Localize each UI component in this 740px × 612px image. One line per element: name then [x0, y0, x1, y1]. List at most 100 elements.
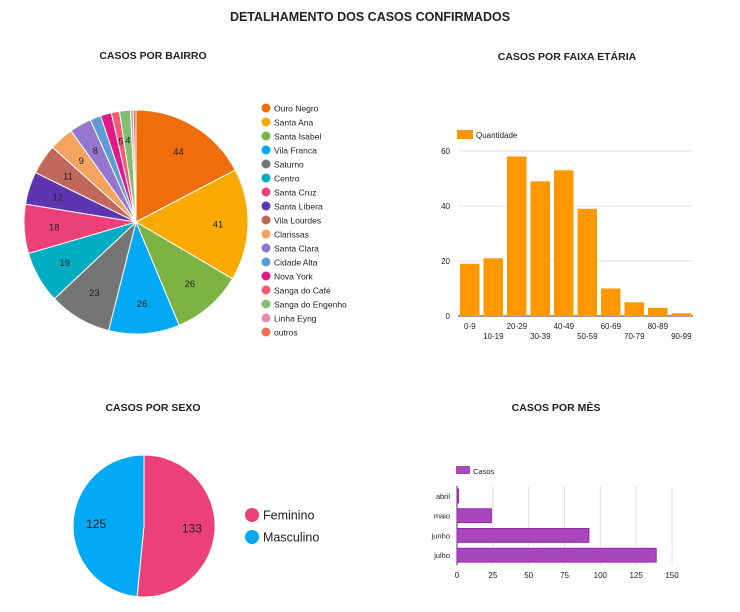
y-tick-label: maio [434, 512, 450, 521]
bairro-data-label: 5 [118, 137, 123, 148]
bairro-data-label: 23 [89, 288, 100, 299]
legend-marker [261, 327, 271, 337]
bar [456, 488, 459, 504]
x-tick-label: 40-49 [554, 322, 575, 331]
bairro-slice [107, 220, 180, 335]
x-tick-label: 50 [524, 571, 533, 580]
y-tick-label: junho [431, 531, 450, 540]
bairro-data-label: 9 [79, 156, 84, 167]
legend-marker [261, 299, 271, 309]
bar [648, 307, 668, 317]
legend-label: Casos [473, 467, 495, 476]
legend-item: Feminino [263, 509, 314, 523]
y-tick-label: 0 [446, 312, 451, 321]
bairro-slice [134, 220, 234, 326]
bar [624, 302, 644, 317]
legend-item: Nova York [274, 272, 313, 282]
y-tick-label: 60 [441, 147, 450, 156]
legend-marker [261, 271, 271, 281]
bairro-data-label: 18 [49, 222, 60, 233]
x-tick-label: 150 [665, 571, 679, 580]
legend-item: Saturno [274, 160, 304, 170]
legend-item: Centro [274, 174, 300, 184]
bar [671, 313, 691, 317]
legend-marker [261, 117, 271, 127]
sexo-slice [136, 454, 216, 598]
y-tick-label: julho [433, 551, 450, 560]
legend-item: Linha Eyng [274, 314, 317, 324]
bairro-slice [135, 109, 236, 223]
y-tick-label: abril [436, 492, 451, 501]
x-tick-label: 100 [594, 571, 608, 580]
legend-item: Ouro Negro [274, 104, 319, 114]
bairro-slice [132, 109, 137, 223]
legend-item: Clarissas [274, 230, 309, 240]
legend-label: Quantidade [476, 131, 518, 140]
bairro-data-label: 11 [63, 172, 73, 183]
bar [456, 547, 657, 563]
legend-marker [261, 145, 271, 155]
chart-title-faixa-etaria: CASOS POR FAIXA ETÁRIA [498, 50, 637, 63]
legend-marker [261, 131, 271, 141]
legend-item: Cidade Alta [274, 258, 318, 268]
bar [507, 156, 527, 316]
x-tick-label: 20-29 [507, 322, 528, 331]
legend-marker [261, 201, 271, 211]
chart-title-sexo: CASOS POR SEXO [105, 402, 200, 414]
legend-marker [261, 313, 271, 323]
bar [456, 528, 590, 543]
bar [601, 288, 621, 316]
bairro-data-label: 4 [125, 136, 130, 147]
x-tick-label: 0-9 [464, 322, 476, 331]
sexo-data-label: 133 [182, 522, 202, 536]
legend-marker [261, 187, 271, 197]
x-tick-label: 90-99 [671, 332, 692, 341]
legend-marker [261, 229, 271, 239]
legend-marker [261, 173, 271, 183]
bar [554, 170, 574, 317]
legend-item: Santa Isabel [274, 132, 321, 142]
legend-item: Santa Líbera [274, 202, 323, 212]
x-tick-label: 70-79 [624, 332, 645, 341]
page-title: DETALHAMENTO DOS CASOS CONFIRMADOS [229, 10, 511, 24]
bairro-data-label: 26 [137, 299, 148, 310]
legend-marker [261, 257, 271, 267]
x-tick-label: 25 [488, 571, 497, 580]
legend-marker [261, 159, 271, 169]
legend-swatch [457, 130, 473, 139]
bairro-data-label: 8 [93, 146, 98, 157]
legend-marker [261, 285, 271, 295]
bar [460, 263, 480, 317]
y-tick-label: 20 [441, 257, 450, 266]
legend-item: Vila Lourdes [274, 216, 321, 226]
bar [577, 208, 597, 317]
legend-item: Santa Cruz [274, 188, 317, 198]
bar [456, 508, 492, 524]
legend-item: Vila Franca [274, 146, 317, 156]
chart-title-bairro: CASOS POR BAIRRO [99, 50, 206, 62]
legend-item: outros [274, 328, 298, 338]
bairro-data-label: 12 [53, 192, 64, 203]
legend-item: Sanga do Engenho [274, 300, 347, 310]
legend-item: Sanga do Café [274, 286, 331, 296]
sexo-data-label: 125 [86, 517, 106, 531]
legend-item: Santa Clara [274, 244, 319, 254]
x-tick-label: 125 [629, 571, 643, 580]
legend-swatch [456, 466, 470, 474]
bar [530, 181, 550, 317]
legend-marker [261, 243, 271, 253]
legend-item: Santa Ana [274, 118, 314, 128]
bar [483, 258, 503, 317]
x-tick-label: 0 [455, 571, 460, 580]
bairro-data-label: 19 [60, 258, 71, 269]
legend-marker [261, 103, 271, 113]
bairro-data-label: 26 [185, 279, 196, 290]
x-tick-label: 80-89 [648, 322, 669, 331]
chart-title-mes: CASOS POR MÊS [512, 401, 601, 414]
x-tick-label: 50-59 [577, 332, 598, 341]
legend-item: Masculino [263, 531, 319, 545]
bairro-data-label: 44 [173, 147, 184, 158]
x-tick-label: 60-69 [601, 322, 622, 331]
legend-marker [261, 215, 271, 225]
